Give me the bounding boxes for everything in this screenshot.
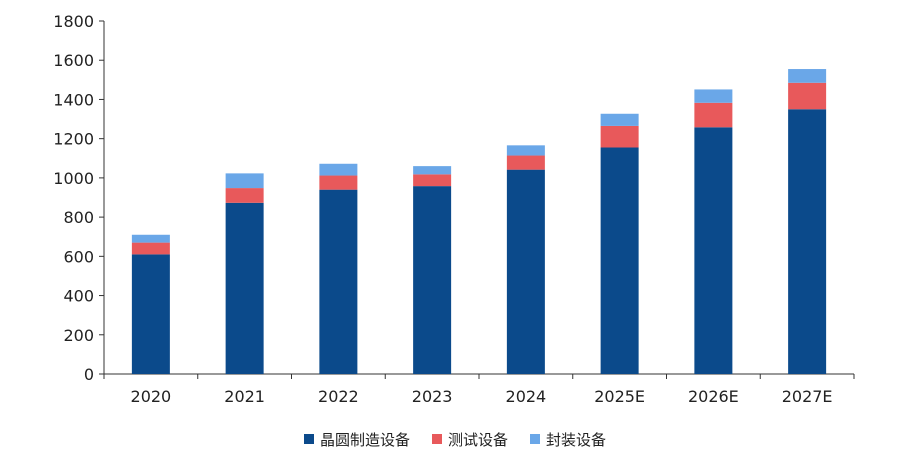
bar-test — [225, 188, 264, 203]
x-tick-label: 2023 — [412, 387, 453, 406]
y-tick-label: 0 — [84, 365, 94, 384]
bar-test — [506, 155, 545, 170]
bar-test — [788, 82, 827, 110]
legend-label-test: 测试设备 — [447, 430, 508, 449]
y-tick-label: 1800 — [53, 12, 94, 31]
bar-wafer-fab — [413, 186, 452, 374]
y-tick-label: 800 — [63, 208, 94, 227]
x-tick-label: 2024 — [506, 387, 547, 406]
y-tick-label: 1000 — [53, 169, 94, 188]
bar-wafer-fab — [600, 147, 639, 374]
bar-packaging — [225, 173, 264, 189]
bar-packaging — [413, 166, 452, 175]
legend: 晶圆制造设备 测试设备 封装设备 — [0, 426, 910, 452]
y-tick-label: 600 — [63, 247, 94, 266]
bar-wafer-fab — [225, 202, 264, 374]
legend-item-test: 测试设备 — [431, 429, 508, 450]
bars — [131, 69, 827, 374]
legend-swatch-wafer-fab — [303, 434, 314, 444]
bar-packaging — [131, 234, 170, 243]
bar-packaging — [600, 113, 639, 126]
y-tick-label: 1600 — [53, 51, 94, 70]
x-axis: 2020 2021 2022 2023 2024 2025E 2026E 2027E — [103, 373, 855, 406]
bar-test — [600, 125, 639, 148]
y-tick-label: 1200 — [53, 130, 94, 149]
bar-packaging — [694, 89, 733, 103]
x-tick-label: 2021 — [224, 387, 265, 406]
legend-label-wafer-fab: 晶圆制造设备 — [319, 430, 410, 449]
bar-packaging — [506, 145, 545, 156]
bar-test — [131, 242, 170, 255]
bar-test — [694, 102, 733, 128]
y-tick-label: 400 — [63, 287, 94, 306]
x-tick-label: 2026E — [688, 387, 739, 406]
y-axis: 0 200 400 600 800 1000 1200 1400 1600 1800 — [53, 12, 105, 384]
legend-label-packaging: 封装设备 — [546, 430, 607, 449]
bar-wafer-fab — [319, 189, 358, 374]
x-tick-label: 2027E — [782, 387, 833, 406]
x-tick-label: 2022 — [318, 387, 359, 406]
bar-wafer-fab — [788, 109, 827, 374]
bar-test — [319, 175, 358, 190]
legend-item-wafer-fab: 晶圆制造设备 — [303, 429, 410, 450]
bar-wafer-fab — [694, 127, 733, 374]
legend-swatch-packaging — [530, 434, 540, 444]
y-tick-label: 200 — [63, 326, 94, 345]
legend-swatch-test — [431, 434, 442, 444]
bar-packaging — [319, 163, 358, 176]
x-tick-label: 2020 — [131, 387, 172, 406]
legend-item-packaging: 封装设备 — [530, 429, 606, 450]
y-tick-label: 1400 — [53, 90, 94, 109]
bar-test — [413, 174, 452, 187]
x-tick-label: 2025E — [594, 387, 645, 406]
bar-wafer-fab — [131, 254, 170, 374]
bar-packaging — [788, 69, 827, 83]
bar-wafer-fab — [506, 169, 545, 374]
